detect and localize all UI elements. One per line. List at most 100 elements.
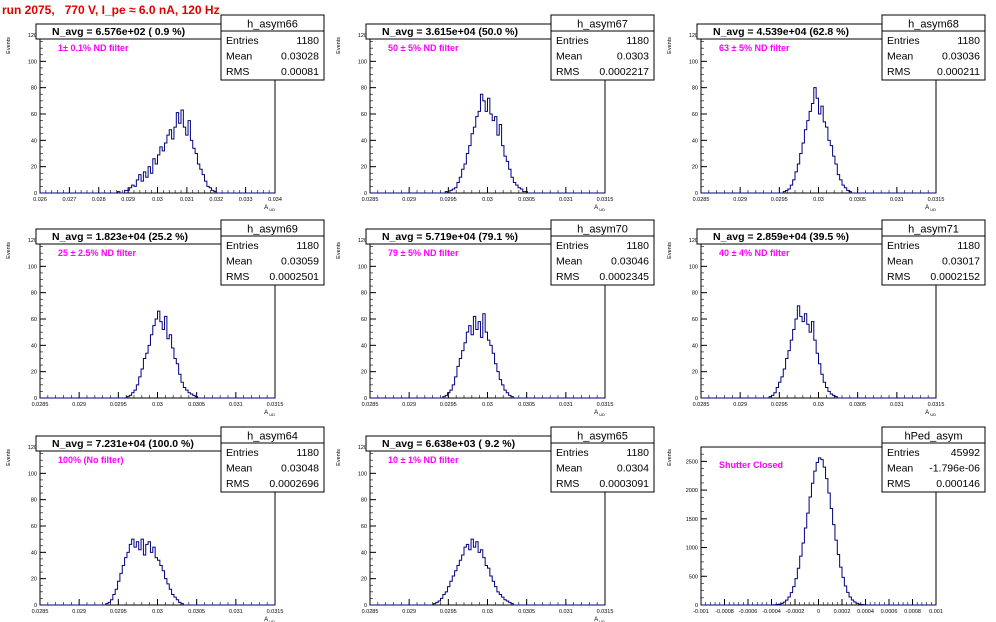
stats-name: hPed_asym <box>904 431 962 443</box>
y-tick-label: 100 <box>358 59 367 65</box>
x-tick-label: 0.029 <box>402 609 416 615</box>
stats-box <box>881 219 986 286</box>
x-tick-label: 0.0295 <box>440 197 457 203</box>
x-tick-label: 0.031 <box>180 197 194 203</box>
x-tick-label: 0.0285 <box>362 609 379 615</box>
x-axis-label: A UD <box>925 205 936 212</box>
y-tick-label: 20 <box>31 370 37 376</box>
y-axis-label: Events <box>336 37 342 54</box>
y-tick-label: 20 <box>692 370 698 376</box>
x-tick-label: 0.0285 <box>362 197 379 203</box>
stats-label: Mean <box>556 463 582 475</box>
x-tick-label: 0.029 <box>72 402 86 408</box>
x-tick-label: 0.0285 <box>32 402 49 408</box>
x-tick-label: 0.03 <box>813 197 824 203</box>
x-tick-label: 0.0295 <box>440 609 457 615</box>
histogram-line <box>701 305 936 399</box>
y-tick-label: 100 <box>28 59 37 65</box>
stats-value: 1180 <box>296 240 319 252</box>
y-tick-label: 120 <box>689 33 698 39</box>
y-tick-label: 0 <box>695 396 698 402</box>
y-axis-label: Events <box>336 449 342 466</box>
x-tick-label: 0.0295 <box>440 402 457 408</box>
stats-box <box>220 14 325 81</box>
x-tick-label: 0.031 <box>229 609 243 615</box>
stats-label: RMS <box>226 271 249 283</box>
x-axis-label: A UD <box>594 205 605 212</box>
x-tick-label: 0.0305 <box>518 197 535 203</box>
filter-label: Shutter Closed <box>719 460 783 470</box>
x-tick-label: 0.03 <box>152 609 163 615</box>
stats-name: h_asym66 <box>247 19 298 31</box>
stats-label: Mean <box>556 51 582 63</box>
stats-box <box>881 426 986 493</box>
stats-value: 1180 <box>626 240 649 252</box>
stats-label: Mean <box>226 256 252 268</box>
x-tick-label: 0.0285 <box>693 402 710 408</box>
stats-value: 0.000146 <box>936 478 980 490</box>
stats-value: 0.03059 <box>281 256 319 268</box>
x-tick-label: 0.0295 <box>771 402 788 408</box>
y-tick-label: 100 <box>689 264 698 270</box>
x-tick-label: 0.0008 <box>904 609 921 615</box>
y-tick-label: 60 <box>31 112 37 118</box>
y-tick-label: 40 <box>31 138 37 144</box>
x-tick-label: 0.03 <box>152 402 163 408</box>
x-tick-label: 0.0295 <box>110 402 127 408</box>
stats-box <box>550 219 655 286</box>
x-axis-label: A UD <box>594 410 605 417</box>
stats-value: 1180 <box>957 240 980 252</box>
stats-box <box>550 426 655 493</box>
y-tick-label: 40 <box>361 138 367 144</box>
y-tick-label: 1500 <box>686 517 698 523</box>
x-tick-label: 0.0315 <box>928 402 945 408</box>
stats-label: Mean <box>887 256 913 268</box>
y-tick-label: 20 <box>31 165 37 171</box>
stats-label: RMS <box>226 478 249 490</box>
y-tick-label: 0 <box>364 603 367 609</box>
stats-value: 0.0002152 <box>930 271 980 283</box>
y-tick-label: 80 <box>31 498 37 504</box>
y-tick-label: 20 <box>692 165 698 171</box>
navg-text: N_avg = 5.719e+04 (79.1 %) <box>382 231 518 243</box>
stats-value: 0.03046 <box>611 256 649 268</box>
stats-label: RMS <box>887 478 910 490</box>
y-tick-label: 80 <box>361 86 367 92</box>
y-axis-label: Events <box>6 37 12 54</box>
y-tick-label: 80 <box>31 86 37 92</box>
stats-box <box>220 426 325 493</box>
x-tick-label: 0.0305 <box>518 402 535 408</box>
stats-value: 1180 <box>626 447 649 459</box>
x-tick-label: 0.034 <box>268 197 282 203</box>
y-tick-label: 0 <box>364 396 367 402</box>
x-tick-label: 0.0315 <box>928 197 945 203</box>
stats-value: 1180 <box>296 35 319 47</box>
y-axis-label: Events <box>336 242 342 259</box>
stats-value: 0.0002696 <box>269 478 319 490</box>
x-tick-label: 0.031 <box>890 402 904 408</box>
y-tick-label: 2000 <box>686 488 698 494</box>
x-tick-label: 0.029 <box>402 197 416 203</box>
y-tick-label: 1000 <box>686 546 698 552</box>
stats-label: Entries <box>226 240 259 252</box>
x-tick-label: 0.0285 <box>32 609 49 615</box>
x-tick-label: 0.029 <box>733 197 747 203</box>
y-tick-label: 20 <box>361 370 367 376</box>
x-tick-label: -0.0002 <box>786 609 805 615</box>
stats-value: 0.0003091 <box>599 478 649 490</box>
x-tick-label: 0.001 <box>929 609 943 615</box>
stats-value: 1180 <box>626 35 649 47</box>
stats-name: h_asym67 <box>577 19 628 31</box>
stats-label: Entries <box>226 447 259 459</box>
x-tick-label: 0.032 <box>209 197 223 203</box>
filter-label: 25 ± 2.5% ND filter <box>58 248 136 258</box>
x-tick-label: 0.0315 <box>597 197 614 203</box>
x-tick-label: 0.0285 <box>362 402 379 408</box>
x-tick-label: 0.0285 <box>693 197 710 203</box>
histogram-line <box>701 457 936 606</box>
x-tick-label: 0.03 <box>482 197 493 203</box>
histogram-pad-h_asym70: 0 20 40 60 80 100 120 0.0285 0.029 0.0295 0.03 0.03… <box>336 219 655 417</box>
y-tick-label: 120 <box>358 238 367 244</box>
x-tick-label: 0.029 <box>72 609 86 615</box>
